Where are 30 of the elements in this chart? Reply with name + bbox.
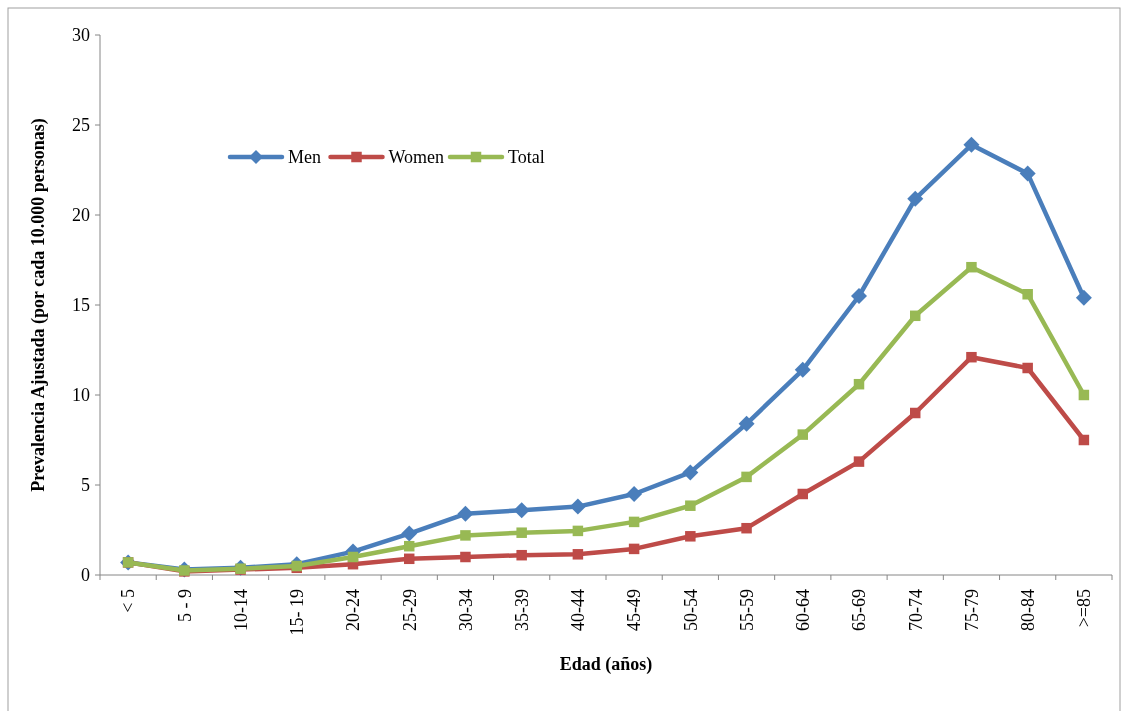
x-tick-label: 55-59 [736, 589, 757, 631]
y-tick-label: 30 [72, 25, 90, 46]
y-tick-label: 15 [72, 295, 90, 316]
legend-label: Men [288, 147, 321, 168]
y-tick-label: 0 [81, 565, 90, 586]
x-tick-label: 60-64 [793, 589, 814, 631]
x-tick-label: 15- 19 [287, 589, 308, 636]
legend-label: Total [508, 147, 545, 168]
y-tick-label: 25 [72, 115, 90, 136]
x-tick-label: < 5 [118, 589, 139, 613]
y-tick-label: 10 [72, 385, 90, 406]
x-tick-label: 20-24 [343, 589, 364, 631]
y-tick-label: 5 [81, 475, 90, 496]
x-axis-title: Edad (años) [559, 654, 653, 675]
x-tick-label: 45-49 [624, 589, 645, 631]
x-tick-label: 25-29 [399, 589, 420, 631]
x-tick-label: >=85 [1074, 589, 1095, 628]
x-tick-label: 5 - 9 [174, 589, 195, 622]
x-tick-label: 40-44 [568, 589, 589, 631]
y-axis-title: Prevalencia Ajustada (por cada 10.000 personas) [28, 118, 49, 492]
y-tick-label: 20 [72, 205, 90, 226]
x-tick-label: 75-79 [961, 589, 982, 631]
x-tick-label: 10-14 [230, 589, 251, 631]
x-tick-label: 35-39 [511, 589, 532, 631]
x-tick-label: 30-34 [455, 589, 476, 631]
x-tick-label: 65-69 [849, 589, 870, 631]
legend-label: Women [388, 147, 445, 168]
x-tick-label: 50-54 [680, 589, 701, 631]
x-tick-label: 80-84 [1017, 589, 1038, 631]
x-tick-label: 70-74 [905, 589, 926, 631]
